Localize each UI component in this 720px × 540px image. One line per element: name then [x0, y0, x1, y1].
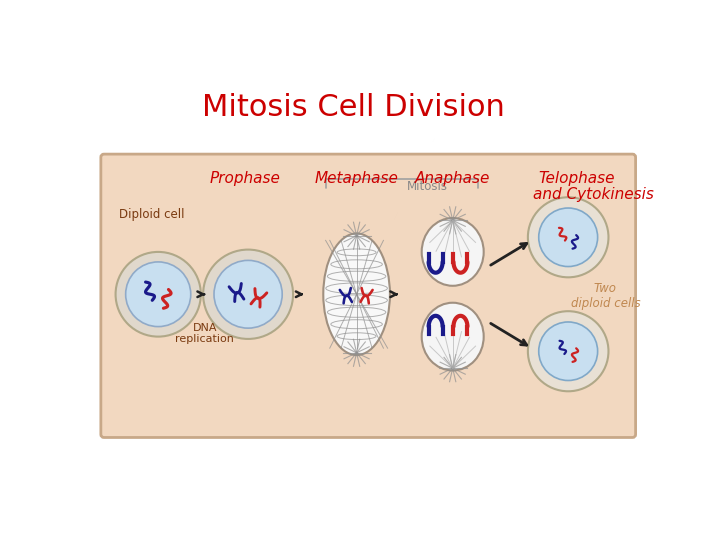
Ellipse shape	[323, 233, 390, 355]
Text: Mitosis Cell Division: Mitosis Cell Division	[202, 93, 505, 122]
FancyBboxPatch shape	[101, 154, 636, 437]
Ellipse shape	[528, 197, 608, 278]
Text: Metaphase: Metaphase	[315, 171, 399, 186]
Text: Anaphase: Anaphase	[415, 171, 490, 186]
Text: Prophase: Prophase	[210, 171, 280, 186]
Ellipse shape	[214, 260, 282, 328]
Ellipse shape	[539, 322, 598, 381]
Ellipse shape	[422, 303, 484, 370]
Ellipse shape	[539, 208, 598, 267]
Text: DNA
replication: DNA replication	[175, 323, 234, 345]
Text: Diploid cell: Diploid cell	[120, 208, 185, 221]
Ellipse shape	[203, 249, 293, 339]
Text: Telophase: Telophase	[538, 171, 614, 186]
Text: and Cytokinesis: and Cytokinesis	[534, 187, 654, 201]
Ellipse shape	[116, 252, 201, 336]
Ellipse shape	[126, 262, 191, 327]
Ellipse shape	[528, 311, 608, 392]
Text: Two
diploid cells: Two diploid cells	[570, 282, 640, 310]
Text: Mitosis: Mitosis	[407, 180, 448, 193]
Ellipse shape	[422, 218, 484, 286]
